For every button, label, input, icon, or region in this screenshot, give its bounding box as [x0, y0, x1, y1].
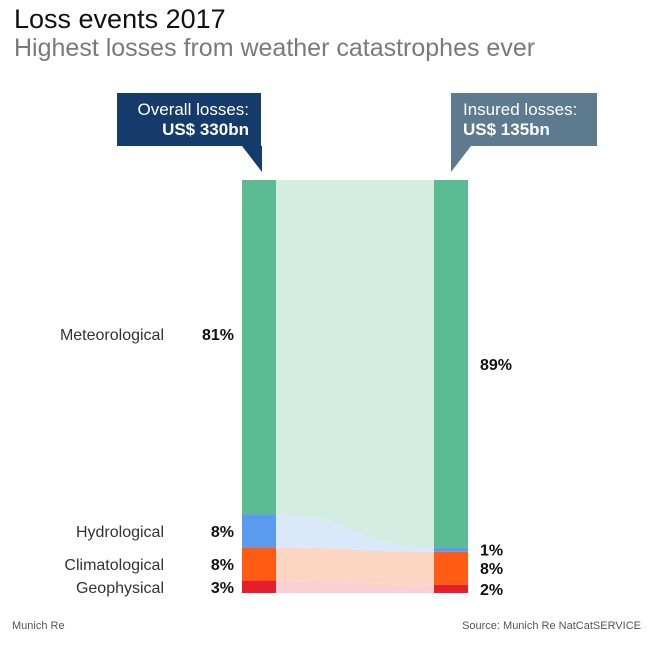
- overall-losses-label: Overall losses:: [137, 100, 249, 119]
- bar-overall-climatological: [242, 547, 276, 581]
- insured-losses-value: US$ 135bn: [463, 120, 550, 139]
- insured-losses-callout: Insured losses: US$ 135bn: [451, 93, 597, 146]
- category-label-hydrological: Hydrological: [76, 524, 164, 541]
- insured-callout-pointer: [451, 146, 471, 172]
- bar-overall-geophysical: [242, 580, 276, 593]
- bar-insured-climatological: [434, 551, 468, 585]
- insured-pct-hydrological: 1%: [480, 543, 503, 560]
- flow-band-hydrological: [276, 514, 434, 552]
- insured-pct-geophysical: 2%: [480, 582, 503, 599]
- bar-insured-hydrological: [434, 547, 468, 552]
- chart-title: Loss events 2017: [14, 4, 226, 34]
- bar-overall-meteorological: [242, 180, 276, 515]
- overall-losses-callout: Overall losses: US$ 330bn: [117, 93, 261, 146]
- insured-losses-label: Insured losses:: [463, 100, 578, 119]
- chart-subtitle: Highest losses from weather catastrophes…: [14, 34, 536, 62]
- category-label-climatological: Climatological: [64, 557, 164, 574]
- category-label-meteorological: Meteorological: [60, 327, 164, 344]
- flow-band-climatological: [276, 547, 434, 585]
- overall-pct-geophysical: 3%: [211, 580, 234, 597]
- category-label-geophysical: Geophysical: [76, 580, 164, 597]
- insured-pct-climatological: 8%: [480, 561, 503, 578]
- flow-band-meteorological: [276, 180, 434, 548]
- bar-insured-meteorological: [434, 180, 468, 548]
- overall-pct-climatological: 8%: [211, 557, 234, 574]
- bar-overall-hydrological: [242, 514, 276, 548]
- bar-insured-geophysical: [434, 584, 468, 593]
- insured-pct-meteorological: 89%: [480, 357, 512, 374]
- footer-brand: Munich Re: [12, 620, 65, 632]
- overall-pct-meteorological: 81%: [202, 327, 234, 344]
- overall-pct-hydrological: 8%: [211, 524, 234, 541]
- overall-losses-value: US$ 330bn: [162, 120, 249, 139]
- flow-band-geophysical: [276, 580, 434, 593]
- footer-source: Source: Munich Re NatCatSERVICE: [462, 620, 641, 632]
- overall-callout-pointer: [242, 146, 262, 172]
